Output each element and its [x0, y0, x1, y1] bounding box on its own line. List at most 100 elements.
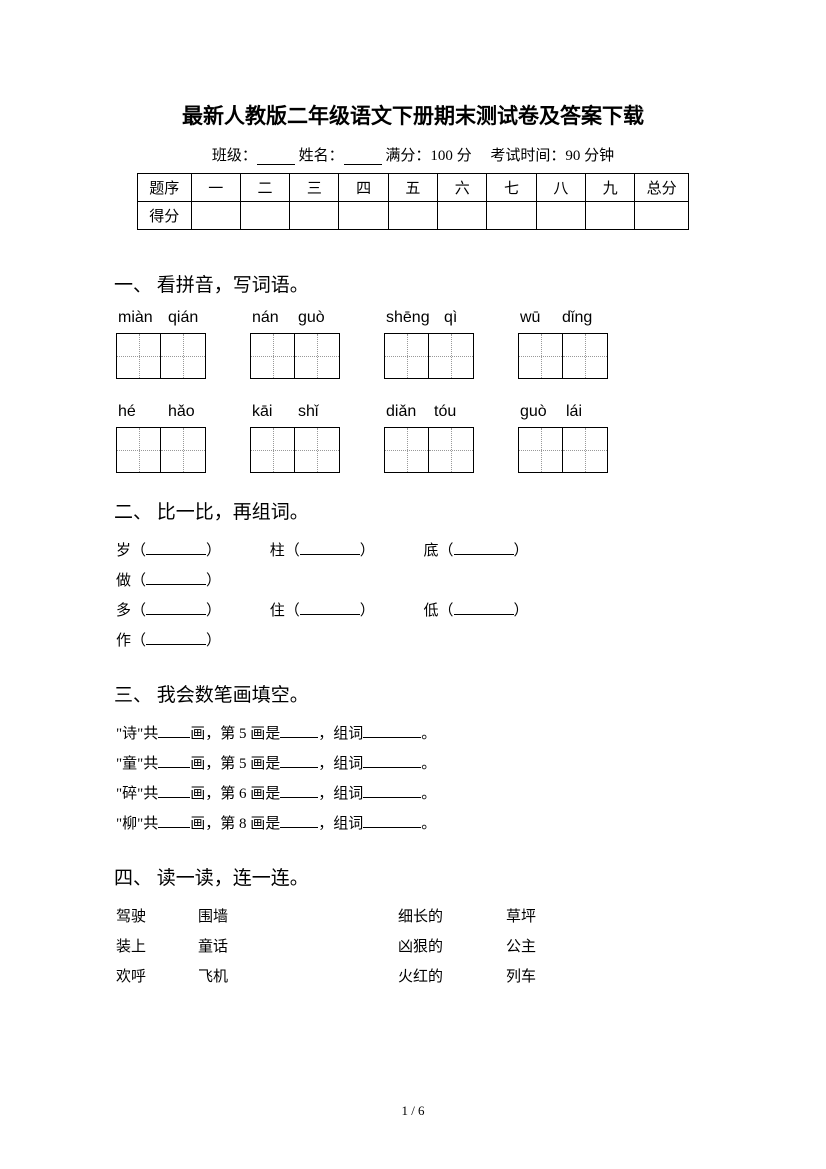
- score-cell: [191, 202, 240, 230]
- header-cell: 六: [438, 174, 487, 202]
- page-number: 1 / 6: [0, 1103, 826, 1119]
- section3-line: "柳"共画，第 8 画是，组词。: [116, 809, 712, 839]
- section-1-title: 一、 看拼音，写词语。: [114, 270, 712, 297]
- pinyin-text: guòlái: [520, 403, 582, 421]
- pinyin-row-2: héhǎo kāishǐ diǎntóu guòlái: [116, 403, 712, 473]
- char-box-pair: [518, 427, 608, 473]
- score-table: 题序 一 二 三 四 五 六 七 八 九 总分 得分: [137, 173, 689, 230]
- score-cell: [536, 202, 585, 230]
- page-title: 最新人教版二年级语文下册期末测试卷及答案下载: [114, 100, 712, 130]
- pinyin-text: nánguò: [252, 309, 325, 327]
- section2-row1: 岁（） 柱（） 底（） 做（）: [116, 536, 712, 596]
- score-cell: [339, 202, 388, 230]
- name-blank: [344, 149, 382, 165]
- s4-cell: 火红的: [398, 962, 506, 992]
- score-cell: [585, 202, 634, 230]
- pinyin-group: miànqián: [116, 309, 206, 379]
- pinyin-group: héhǎo: [116, 403, 206, 473]
- char-box: [429, 428, 473, 472]
- time-value: 90 分钟: [565, 148, 614, 164]
- score-cell: [487, 202, 536, 230]
- fullscore-label: 满分：: [385, 148, 430, 164]
- header-cell: 九: [585, 174, 634, 202]
- pinyin-text: kāishǐ: [252, 403, 318, 421]
- section3-line: "童"共画，第 5 画是，组词。: [116, 749, 712, 779]
- header-cell: 三: [290, 174, 339, 202]
- class-label: 班级：: [212, 148, 257, 164]
- s4-cell: 列车: [506, 962, 586, 992]
- pinyin-text: héhǎo: [118, 403, 195, 421]
- char-box: [117, 428, 161, 472]
- section2-row2: 多（） 住（） 低（） 作（）: [116, 596, 712, 656]
- fullscore-value: 100 分: [430, 148, 471, 164]
- header-cell: 五: [388, 174, 437, 202]
- header-cell: 题序: [138, 174, 192, 202]
- char-box-pair: [384, 333, 474, 379]
- pinyin-group: shēngqì: [384, 309, 474, 379]
- char-box: [385, 334, 429, 378]
- s4-cell: 草坪: [506, 902, 586, 932]
- char-box-pair: [250, 333, 340, 379]
- score-cell: [240, 202, 289, 230]
- class-blank: [257, 149, 295, 165]
- char-box: [251, 334, 295, 378]
- section4-row: 欢呼 飞机 火红的 列车: [116, 962, 712, 992]
- section-2-title: 二、 比一比，再组词。: [114, 497, 712, 524]
- char-box: [519, 334, 563, 378]
- s4-cell: 装上: [116, 932, 198, 962]
- char-box-pair: [116, 333, 206, 379]
- s4-cell: 童话: [198, 932, 398, 962]
- pinyin-group: guòlái: [518, 403, 608, 473]
- info-line: 班级： 姓名： 满分：100 分 考试时间：90 分钟: [114, 144, 712, 165]
- score-cell: [635, 202, 689, 230]
- char-box: [563, 334, 607, 378]
- char-box-pair: [384, 427, 474, 473]
- pinyin-text: miànqián: [118, 309, 198, 327]
- pinyin-group: kāishǐ: [250, 403, 340, 473]
- s4-cell: 公主: [506, 932, 586, 962]
- s4-cell: 飞机: [198, 962, 398, 992]
- char-box-pair: [116, 427, 206, 473]
- char-box: [295, 428, 339, 472]
- score-cell: [290, 202, 339, 230]
- s4-cell: 凶狠的: [398, 932, 506, 962]
- s4-cell: 欢呼: [116, 962, 198, 992]
- header-cell: 一: [191, 174, 240, 202]
- pinyin-group: diǎntóu: [384, 403, 474, 473]
- char-box: [161, 428, 205, 472]
- name-label: 姓名：: [299, 148, 344, 164]
- section3-line: "碎"共画，第 6 画是，组词。: [116, 779, 712, 809]
- header-cell: 七: [487, 174, 536, 202]
- section-4-title: 四、 读一读，连一连。: [114, 863, 712, 890]
- char-box: [251, 428, 295, 472]
- header-cell: 总分: [635, 174, 689, 202]
- char-box: [519, 428, 563, 472]
- score-cell: 得分: [138, 202, 192, 230]
- pinyin-row-1: miànqián nánguò shēngqì wūdǐng: [116, 309, 712, 379]
- s4-cell: 驾驶: [116, 902, 198, 932]
- pinyin-text: diǎntóu: [386, 403, 456, 421]
- char-box: [385, 428, 429, 472]
- s4-cell: 围墙: [198, 902, 398, 932]
- header-cell: 八: [536, 174, 585, 202]
- header-cell: 二: [240, 174, 289, 202]
- time-label: 考试时间：: [490, 148, 565, 164]
- pinyin-group: wūdǐng: [518, 309, 608, 379]
- char-box: [429, 334, 473, 378]
- pinyin-text: shēngqì: [386, 309, 457, 327]
- char-box: [161, 334, 205, 378]
- char-box: [295, 334, 339, 378]
- char-box-pair: [518, 333, 608, 379]
- header-cell: 四: [339, 174, 388, 202]
- pinyin-group: nánguò: [250, 309, 340, 379]
- char-box: [117, 334, 161, 378]
- char-box-pair: [250, 427, 340, 473]
- char-box: [563, 428, 607, 472]
- score-cell: [438, 202, 487, 230]
- s4-cell: 细长的: [398, 902, 506, 932]
- section4-row: 驾驶 围墙 细长的 草坪: [116, 902, 712, 932]
- section3-line: "诗"共画，第 5 画是，组词。: [116, 719, 712, 749]
- score-table-header: 题序 一 二 三 四 五 六 七 八 九 总分: [138, 174, 689, 202]
- score-table-row: 得分: [138, 202, 689, 230]
- pinyin-text: wūdǐng: [520, 309, 592, 327]
